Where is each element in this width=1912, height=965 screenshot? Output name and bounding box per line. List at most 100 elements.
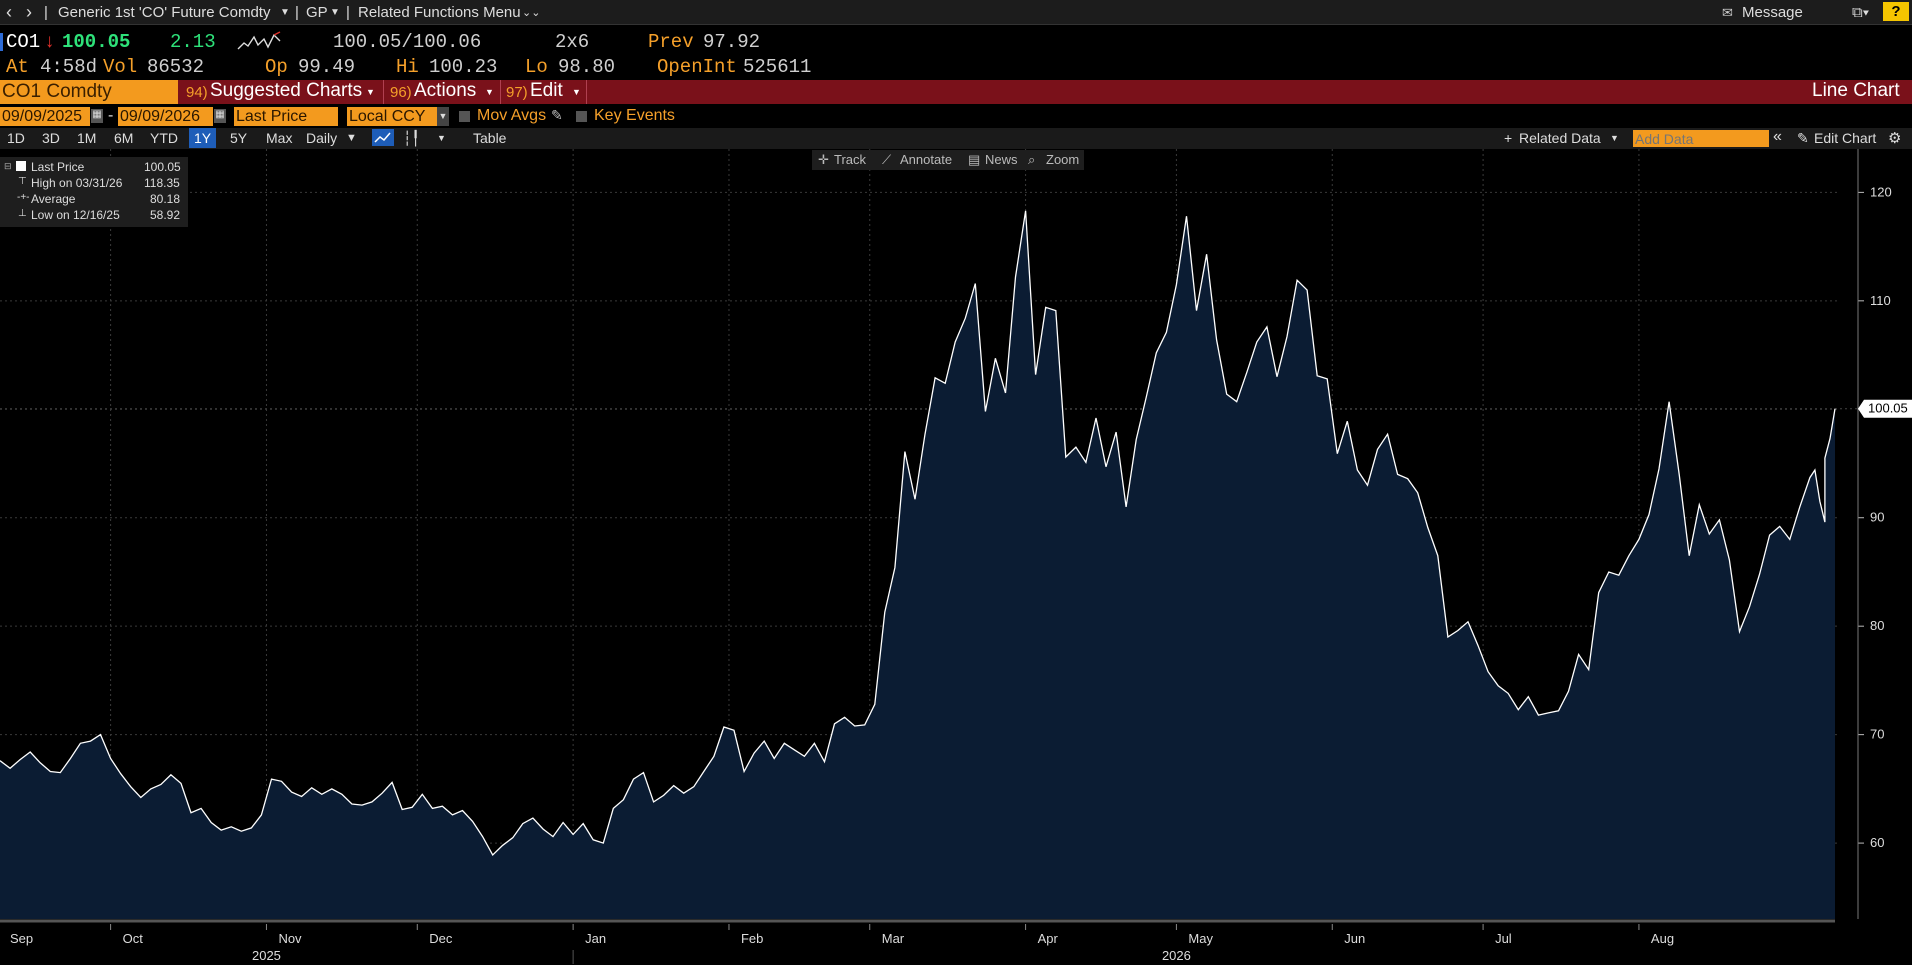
divider: | [295, 4, 299, 21]
edit-menu[interactable]: Edit [530, 80, 563, 101]
collapse-icon[interactable]: « [1773, 128, 1782, 145]
legend-average-value: 80.18 [150, 192, 181, 206]
quote-line-1: CO1 ↓ 100.05 2.13 100.05/100.06 2x6 Prev… [0, 31, 1912, 55]
key-events-checkbox[interactable] [576, 111, 587, 122]
chevron-down-icon[interactable]: ▼ [572, 87, 581, 97]
average-marker-icon: -+- [17, 192, 30, 203]
chevron-down-icon[interactable]: ▼ [366, 87, 375, 97]
window-icon[interactable]: ⧉▾ [1852, 4, 1870, 21]
controls-row: 09/09/2025 ▦ - 09/09/2026 ▦ Last Price L… [0, 107, 1912, 127]
low-marker-icon: ⊥ [18, 208, 27, 219]
range-max[interactable]: Max [266, 130, 293, 146]
ticker-marker [0, 33, 3, 51]
price-line [0, 210, 1836, 857]
calendar-icon[interactable]: ▦ [214, 109, 226, 123]
chart-legend: ⊟ Last Price 100.05 ⊤ High on 03/31/26 1… [0, 157, 188, 227]
chevron-down-icon[interactable]: ▼ [330, 7, 340, 18]
chevron-down-icon[interactable]: ▼ [437, 107, 449, 126]
line-chart-icon[interactable] [372, 129, 394, 146]
x-tick-label: Dec [429, 931, 453, 946]
collapse-legend-icon[interactable]: ⊟ [4, 161, 12, 171]
security-name[interactable]: Generic 1st 'CO' Future Comdty [58, 4, 271, 21]
news-icon[interactable]: ▤ [968, 152, 981, 167]
frequency-selector[interactable]: Daily [306, 130, 338, 146]
bid-ask: 100.05/100.06 [333, 31, 482, 53]
suggested-charts-menu[interactable]: Suggested Charts [210, 80, 363, 101]
add-data-input[interactable] [1633, 130, 1769, 147]
range-1y[interactable]: 1Y [189, 128, 217, 148]
gear-icon[interactable]: ⚙ [1888, 130, 1902, 147]
bid-ask-size: 2x6 [555, 31, 590, 53]
edit-number: 97) [506, 84, 528, 101]
mov-avgs-label[interactable]: Mov Avgs [477, 107, 547, 124]
zoom-button[interactable]: Zoom [1046, 152, 1080, 167]
news-button[interactable]: News [985, 152, 1018, 167]
end-date-field[interactable]: 09/09/2026 [118, 107, 213, 126]
envelope-icon[interactable]: ✉ [1722, 5, 1733, 20]
help-button[interactable]: ? [1883, 2, 1909, 21]
divider: | [346, 4, 350, 21]
top-nav: ‹ › | Generic 1st 'CO' Future Comdty ▼ |… [0, 0, 1912, 25]
table-button[interactable]: Table [473, 130, 507, 146]
x-axis: Sep Oct Nov Dec Jan Feb Mar Apr May Jun Jul Aug 2025… [0, 919, 1912, 965]
chevron-down-icon[interactable]: ▼ [280, 7, 290, 18]
annotate-button[interactable]: Annotate [900, 152, 953, 167]
range-6m[interactable]: 6M [114, 130, 134, 146]
y-axis: 60708090100110120100.05 [1857, 149, 1912, 919]
crosshair-icon[interactable]: ✛ [818, 152, 829, 167]
track-button[interactable]: Track [834, 152, 867, 167]
zoom-icon[interactable]: ⌕ [1028, 152, 1036, 167]
message-button[interactable]: Message [1742, 4, 1803, 21]
chevron-down-icon[interactable]: ▼ [1610, 133, 1619, 143]
range-1m[interactable]: 1M [77, 130, 97, 146]
bar-chart-icon[interactable]: ┆╿ [403, 130, 420, 146]
pencil-icon[interactable]: ✎ [551, 107, 563, 123]
line-chart-icon[interactable] [372, 129, 394, 146]
chevron-down-icon[interactable]: ▼ [485, 87, 494, 97]
y-tick-label: 90 [1870, 510, 1884, 525]
x-tick-label: Apr [1038, 931, 1059, 946]
x-tick-label: Nov [278, 931, 302, 946]
edit-chart-button[interactable]: Edit Chart [1814, 130, 1877, 146]
key-events-label[interactable]: Key Events [594, 107, 675, 124]
chevron-down-icon[interactable]: ▼ [346, 132, 357, 144]
divider [586, 80, 587, 104]
range-3d[interactable]: 3D [42, 130, 60, 146]
start-date-field[interactable]: 09/09/2025 [0, 107, 90, 126]
ticker: CO1 [6, 31, 41, 53]
range-5y[interactable]: 5Y [230, 130, 248, 146]
x-tick-label: Jan [585, 931, 606, 946]
price-chart[interactable]: 60708090100110120100.05 SepOctNovDecJanF… [0, 149, 1912, 965]
calendar-icon[interactable]: ▦ [91, 109, 103, 123]
pencil-icon[interactable]: ✎ [1797, 130, 1809, 146]
quote-line-2: At 4:58d Vol 86532 Op 99.49 Hi 100.23 Lo… [0, 56, 1912, 80]
range-1d[interactable]: 1D [7, 130, 25, 146]
vol-label: Vol [103, 56, 138, 78]
x-tick-label: Oct [123, 931, 144, 946]
plus-icon[interactable]: + [1504, 130, 1513, 146]
suggested-charts-number: 94) [186, 84, 208, 101]
currency-selector[interactable]: Local CCY [347, 107, 437, 126]
range-ytd[interactable]: YTD [150, 130, 178, 146]
back-icon[interactable]: ‹ [6, 2, 12, 22]
gp-function[interactable]: GP [306, 4, 328, 21]
related-data-button[interactable]: Related Data [1519, 130, 1601, 146]
related-functions-menu[interactable]: Related Functions Menu [358, 4, 521, 21]
low-label: Lo [525, 56, 548, 78]
volume: 86532 [147, 56, 205, 78]
price-area-fill [0, 210, 1835, 920]
actions-menu[interactable]: Actions [414, 80, 477, 101]
annotate-icon[interactable]: ⟋ [882, 152, 892, 167]
date-separator: - [108, 107, 114, 124]
at-time: 4:58d [40, 56, 98, 78]
chevron-down-icon[interactable]: ▼ [437, 133, 446, 143]
ticker-field[interactable]: CO1 Comdty [0, 80, 178, 104]
x-tick-label: May [1188, 931, 1213, 946]
field-selector[interactable]: Last Price [234, 107, 338, 126]
mov-avgs-checkbox[interactable] [459, 111, 470, 122]
legend-low-value: 58.92 [150, 208, 181, 222]
forward-icon[interactable]: › [26, 2, 32, 22]
open-price: 99.49 [298, 56, 356, 78]
prev-close: 97.92 [703, 31, 761, 53]
double-chevron-icon[interactable]: ⌄⌄ [522, 7, 541, 19]
